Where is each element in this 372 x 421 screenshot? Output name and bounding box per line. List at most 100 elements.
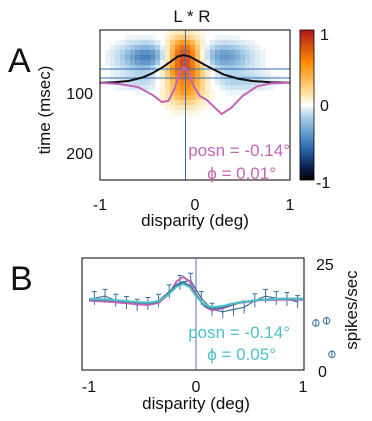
heatmap-cell: [185, 50, 191, 56]
heatmap-cell: [255, 65, 261, 71]
heatmap-cell: [235, 80, 241, 86]
heatmap-cell: [240, 70, 246, 76]
panel-b-annot-phi: ϕ = 0.05°: [207, 345, 276, 364]
heatmap-cell: [125, 55, 131, 61]
heatmap-cell: [220, 55, 226, 61]
heatmap-cell: [255, 50, 261, 56]
heatmap-cell: [220, 70, 226, 76]
heatmap-cell: [155, 40, 161, 46]
heatmap-cell: [120, 70, 126, 76]
heatmap-cell: [215, 50, 221, 56]
heatmap-cell: [245, 85, 251, 91]
heatmap-cell: [155, 65, 161, 71]
heatmap-cell: [200, 30, 206, 36]
heatmap-cell: [205, 60, 211, 66]
heatmap-cell: [190, 50, 196, 56]
heatmap-cell: [130, 70, 136, 76]
heatmap-cell: [125, 50, 131, 56]
heatmap-cell: [220, 80, 226, 86]
heatmap-cell: [165, 65, 171, 71]
panel-a-annot-posn: posn = -0.14°: [188, 141, 290, 160]
heatmap-cell: [145, 50, 151, 56]
heatmap-cell: [140, 85, 146, 91]
heatmap-cell: [130, 45, 136, 51]
heatmap-cell: [225, 65, 231, 71]
heatmap-cell: [185, 30, 191, 36]
heatmap-cell: [170, 55, 176, 61]
heatmap-cell: [215, 70, 221, 76]
heatmap-cell: [165, 70, 171, 76]
panel-a-fit-curve: [100, 65, 290, 116]
heatmap-cell: [165, 30, 171, 36]
heatmap-cell: [180, 35, 186, 41]
heatmap-cell: [155, 60, 161, 66]
heatmap-cell: [195, 95, 201, 101]
heatmap-cell: [190, 35, 196, 41]
heatmap-cell: [230, 70, 236, 76]
heatmap-cell: [150, 85, 156, 91]
heatmap-cell: [260, 80, 266, 86]
heatmap-cell: [215, 40, 221, 46]
heatmap-cell: [180, 60, 186, 66]
heatmap-cell: [125, 65, 131, 71]
heatmap-cell: [185, 45, 191, 51]
heatmap-cell: [200, 35, 206, 41]
heatmap-cell: [240, 60, 246, 66]
panel-a-xtick-neg1: -1: [93, 197, 107, 214]
heatmap-cell: [150, 35, 156, 41]
heatmap-cell: [105, 50, 111, 56]
heatmap-cell: [130, 60, 136, 66]
heatmap-cell: [175, 65, 181, 71]
heatmap-cell: [195, 40, 201, 46]
heatmap-cell: [105, 55, 111, 61]
heatmap-cell: [185, 95, 191, 101]
heatmap-cell: [230, 60, 236, 66]
panel-b-ytick-25: 25: [316, 257, 334, 274]
heatmap-cell: [200, 70, 206, 76]
heatmap-cell: [190, 45, 196, 51]
heatmap-cell: [195, 80, 201, 86]
heatmap-cell: [200, 105, 206, 111]
heatmap-cell: [160, 95, 166, 101]
heatmap-cell: [250, 70, 256, 76]
panel-a-envelope-curve: [100, 54, 290, 84]
heatmap-cell: [240, 55, 246, 61]
heatmap-cell: [145, 40, 151, 46]
heatmap-cell: [260, 50, 266, 56]
heatmap-cell: [180, 45, 186, 51]
heatmap-cell: [200, 40, 206, 46]
heatmap-cell: [180, 110, 186, 116]
heatmap-cell: [105, 60, 111, 66]
heatmap-cell: [175, 105, 181, 111]
heatmap-cell: [250, 85, 256, 91]
heatmap-cell: [250, 65, 256, 71]
heatmap-cell: [235, 40, 241, 46]
heatmap-cell: [180, 100, 186, 106]
panel-b-xtick-neg1: -1: [82, 379, 96, 396]
heatmap-cell: [195, 65, 201, 71]
heatmap-cell: [175, 50, 181, 56]
heatmap-cell: [175, 95, 181, 101]
heatmap-cell: [205, 105, 211, 111]
heatmap-cell: [195, 110, 201, 116]
heatmap-cell: [230, 40, 236, 46]
heatmap-cell: [145, 65, 151, 71]
heatmap-cell: [140, 45, 146, 51]
heatmap-cell: [165, 95, 171, 101]
heatmap-cell: [170, 45, 176, 51]
heatmap-cell: [225, 85, 231, 91]
heatmap-cell: [195, 85, 201, 91]
heatmap-cell: [175, 30, 181, 36]
heatmap-cell: [190, 85, 196, 91]
heatmap-cell: [240, 85, 246, 91]
heatmap-cell: [145, 60, 151, 66]
heatmap-cell: [120, 80, 126, 86]
heatmap-cell: [140, 70, 146, 76]
heatmap-cell: [205, 95, 211, 101]
heatmap-cell: [235, 85, 241, 91]
panel-b-xlabel: disparity (deg): [142, 394, 250, 413]
heatmap-cell: [115, 70, 121, 76]
heatmap-cell: [235, 65, 241, 71]
panel-b-annotations: posn = -0.14° ϕ = 0.05°: [188, 323, 290, 364]
heatmap-cell: [115, 85, 121, 91]
